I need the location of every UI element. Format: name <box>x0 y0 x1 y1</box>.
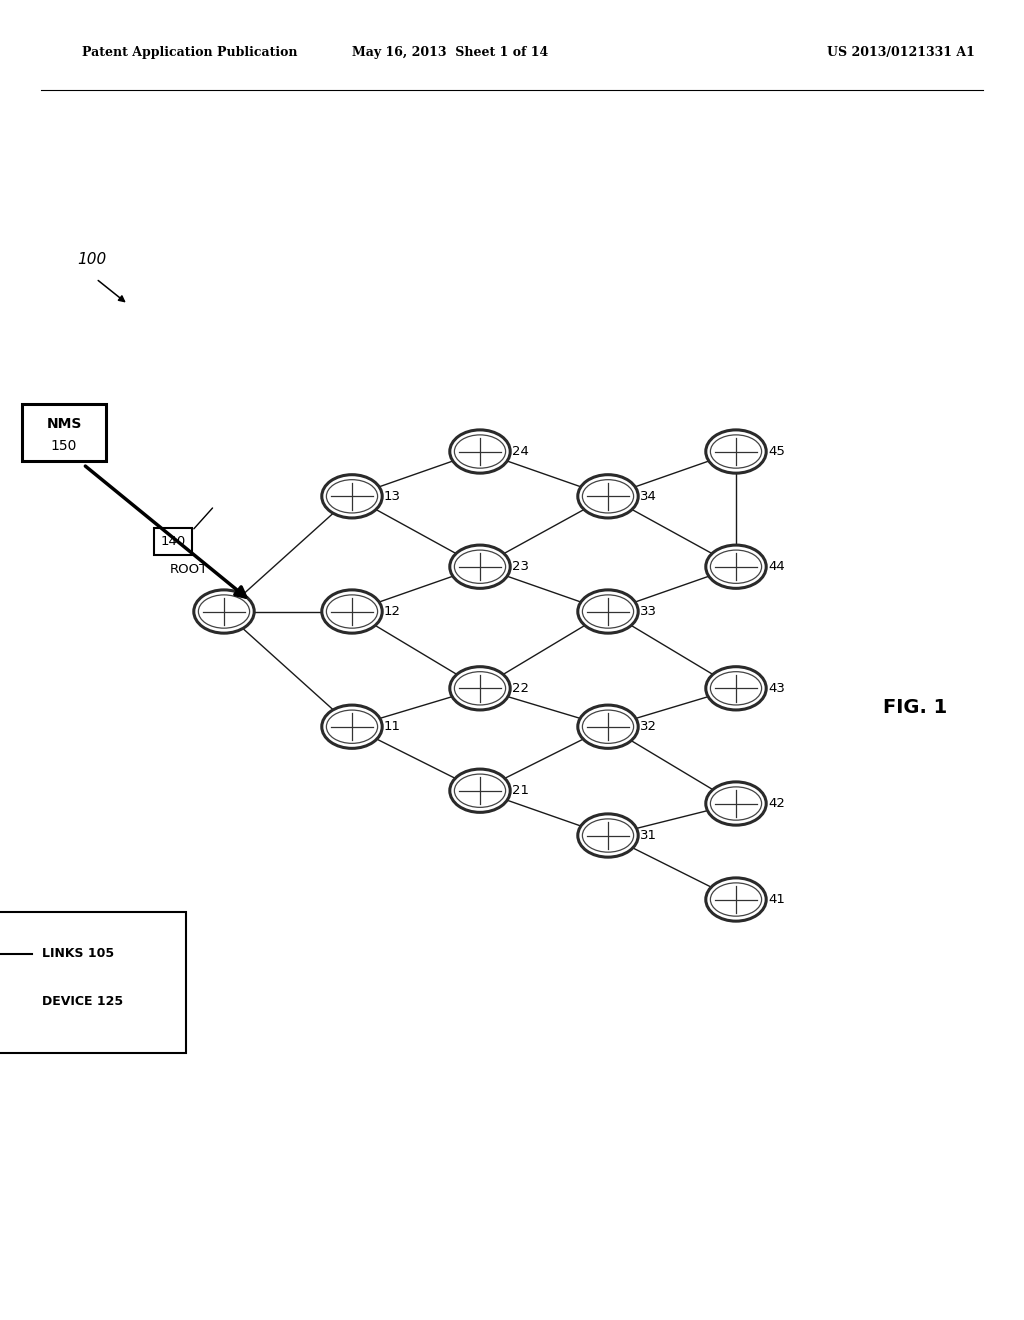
Text: 11: 11 <box>384 721 401 733</box>
Text: 41: 41 <box>768 894 784 906</box>
Text: 140: 140 <box>160 535 185 548</box>
Ellipse shape <box>706 667 766 710</box>
Ellipse shape <box>583 595 634 628</box>
Text: 150: 150 <box>51 440 77 453</box>
Text: FIG. 1: FIG. 1 <box>883 698 947 717</box>
Text: 12: 12 <box>384 605 401 618</box>
Text: 31: 31 <box>640 829 657 842</box>
FancyBboxPatch shape <box>23 404 105 461</box>
Ellipse shape <box>706 878 766 921</box>
Text: 100: 100 <box>77 252 106 267</box>
Ellipse shape <box>706 545 766 589</box>
Ellipse shape <box>450 667 510 710</box>
Text: 43: 43 <box>768 682 784 694</box>
Ellipse shape <box>711 550 762 583</box>
Ellipse shape <box>706 430 766 473</box>
Ellipse shape <box>583 710 634 743</box>
Ellipse shape <box>322 705 382 748</box>
Ellipse shape <box>578 705 638 748</box>
Ellipse shape <box>578 590 638 634</box>
Ellipse shape <box>455 672 506 705</box>
Ellipse shape <box>711 434 762 469</box>
Text: May 16, 2013  Sheet 1 of 14: May 16, 2013 Sheet 1 of 14 <box>352 46 549 59</box>
Ellipse shape <box>711 883 762 916</box>
Text: 13: 13 <box>384 490 401 503</box>
Ellipse shape <box>455 550 506 583</box>
Ellipse shape <box>450 430 510 473</box>
FancyBboxPatch shape <box>154 528 193 554</box>
Text: 23: 23 <box>512 560 529 573</box>
Ellipse shape <box>578 475 638 517</box>
Ellipse shape <box>450 770 510 812</box>
Ellipse shape <box>583 818 634 853</box>
Ellipse shape <box>455 434 506 469</box>
Text: NMS: NMS <box>46 417 82 432</box>
Ellipse shape <box>327 710 378 743</box>
Text: ROOT: ROOT <box>170 564 208 577</box>
Ellipse shape <box>322 475 382 517</box>
Ellipse shape <box>711 787 762 820</box>
Text: 45: 45 <box>768 445 784 458</box>
Text: 32: 32 <box>640 721 657 733</box>
Ellipse shape <box>711 672 762 705</box>
Ellipse shape <box>0 985 32 1019</box>
Text: 21: 21 <box>512 784 529 797</box>
Text: Patent Application Publication: Patent Application Publication <box>82 46 297 59</box>
Text: 34: 34 <box>640 490 656 503</box>
Text: 24: 24 <box>512 445 528 458</box>
Ellipse shape <box>706 781 766 825</box>
Ellipse shape <box>450 545 510 589</box>
Ellipse shape <box>327 479 378 513</box>
Ellipse shape <box>0 989 29 1015</box>
Ellipse shape <box>194 590 254 634</box>
Ellipse shape <box>578 814 638 857</box>
Text: LINKS 105: LINKS 105 <box>42 948 114 961</box>
Text: 42: 42 <box>768 797 784 810</box>
Ellipse shape <box>322 590 382 634</box>
Text: 33: 33 <box>640 605 657 618</box>
Text: DEVICE 125: DEVICE 125 <box>42 995 123 1008</box>
Text: 22: 22 <box>512 682 529 694</box>
Text: 44: 44 <box>768 560 784 573</box>
Ellipse shape <box>455 774 506 808</box>
Ellipse shape <box>583 479 634 513</box>
Ellipse shape <box>327 595 378 628</box>
Ellipse shape <box>199 595 250 628</box>
Text: US 2013/0121331 A1: US 2013/0121331 A1 <box>827 46 975 59</box>
FancyBboxPatch shape <box>0 912 185 1053</box>
